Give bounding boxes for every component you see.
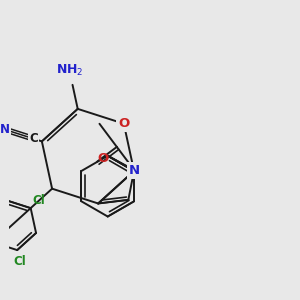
Text: C: C bbox=[29, 132, 38, 145]
Text: N: N bbox=[0, 123, 10, 136]
Text: O: O bbox=[118, 117, 129, 130]
Text: O: O bbox=[97, 152, 109, 165]
Text: NH$_2$: NH$_2$ bbox=[56, 63, 83, 78]
Text: Cl: Cl bbox=[33, 194, 46, 207]
Text: N: N bbox=[129, 164, 140, 176]
Text: Cl: Cl bbox=[13, 255, 26, 268]
